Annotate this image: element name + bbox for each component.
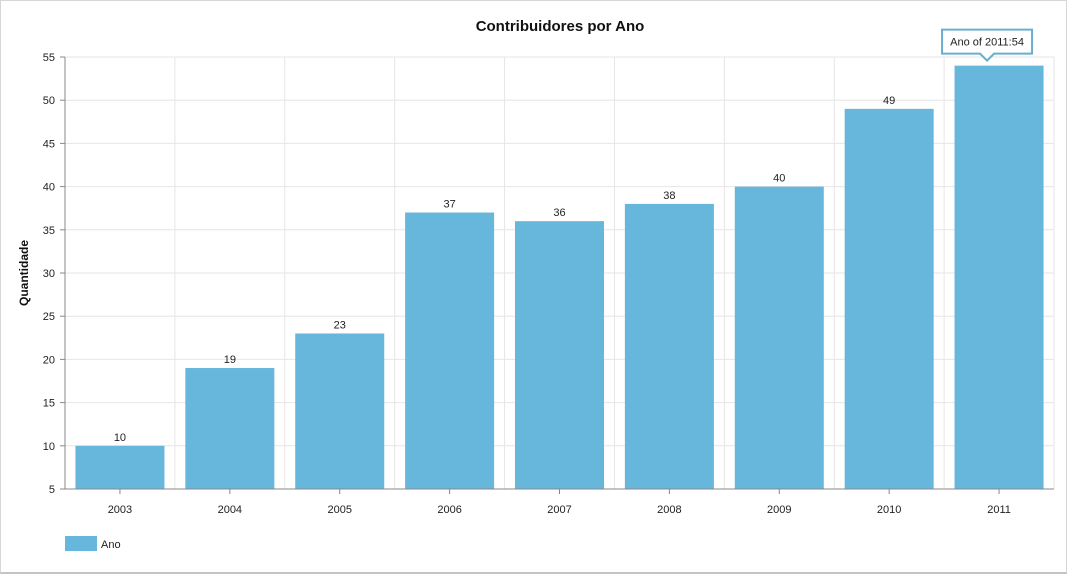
axes: 5 10 15 20 25 30 35 40 45 50 55 2003 2004 2005 2006 200… bbox=[43, 52, 1054, 516]
bar-2005[interactable] bbox=[295, 333, 385, 489]
data-label-2008: 38 bbox=[663, 190, 675, 202]
y-tick-label: 5 bbox=[49, 484, 55, 496]
chart-title: Contribuidores por Ano bbox=[476, 18, 645, 35]
y-tick-label: 10 bbox=[43, 441, 55, 453]
tooltip: Ano of 2011:54 bbox=[941, 28, 1034, 63]
y-tick-label: 50 bbox=[43, 95, 55, 107]
bar-2006[interactable] bbox=[405, 212, 495, 489]
bar-2010[interactable] bbox=[844, 108, 934, 489]
tooltip-box bbox=[941, 28, 1034, 63]
x-tick-label: 2008 bbox=[657, 504, 681, 516]
bar-2003[interactable] bbox=[75, 445, 165, 489]
bar-2008[interactable] bbox=[624, 203, 714, 489]
y-tick-label: 55 bbox=[43, 52, 55, 64]
legend[interactable]: Ano bbox=[65, 536, 121, 551]
y-tick-label: 25 bbox=[43, 311, 55, 323]
data-label-2009: 40 bbox=[773, 173, 785, 185]
x-tick-label: 2004 bbox=[218, 504, 242, 516]
x-tick-label: 2005 bbox=[327, 504, 351, 516]
y-tick-label: 15 bbox=[43, 398, 55, 410]
y-tick-label: 30 bbox=[43, 268, 55, 280]
x-tick-label: 2010 bbox=[877, 504, 901, 516]
y-tick-label: 35 bbox=[43, 225, 55, 237]
legend-swatch bbox=[65, 536, 97, 551]
x-tick-label: 2007 bbox=[547, 504, 571, 516]
x-tick-label: 2011 bbox=[987, 504, 1011, 516]
y-axis-title: Quantidade bbox=[17, 240, 31, 306]
data-label-2007: 36 bbox=[553, 207, 565, 219]
tooltip-text: Ano of 2011:54 bbox=[950, 37, 1024, 49]
x-tick-label: 2003 bbox=[108, 504, 132, 516]
data-label-2005: 23 bbox=[334, 319, 346, 331]
y-tick-label: 45 bbox=[43, 138, 55, 150]
bar-2004[interactable] bbox=[185, 368, 275, 489]
y-tick-label: 20 bbox=[43, 354, 55, 366]
bar-2007[interactable] bbox=[514, 221, 605, 489]
legend-label: Ano bbox=[101, 539, 121, 551]
data-label-2003: 10 bbox=[114, 432, 126, 444]
bars bbox=[75, 65, 1044, 489]
bar-2011[interactable] bbox=[954, 65, 1044, 489]
x-tick-label: 2006 bbox=[437, 504, 461, 516]
data-labels: 10 19 23 37 36 38 40 49 bbox=[114, 95, 895, 444]
y-tick-label: 40 bbox=[43, 182, 55, 194]
bar-2009[interactable] bbox=[734, 186, 824, 489]
x-tick-label: 2009 bbox=[767, 504, 791, 516]
data-label-2004: 19 bbox=[224, 354, 236, 366]
data-label-2006: 37 bbox=[443, 199, 455, 211]
data-label-2010: 49 bbox=[883, 95, 895, 107]
